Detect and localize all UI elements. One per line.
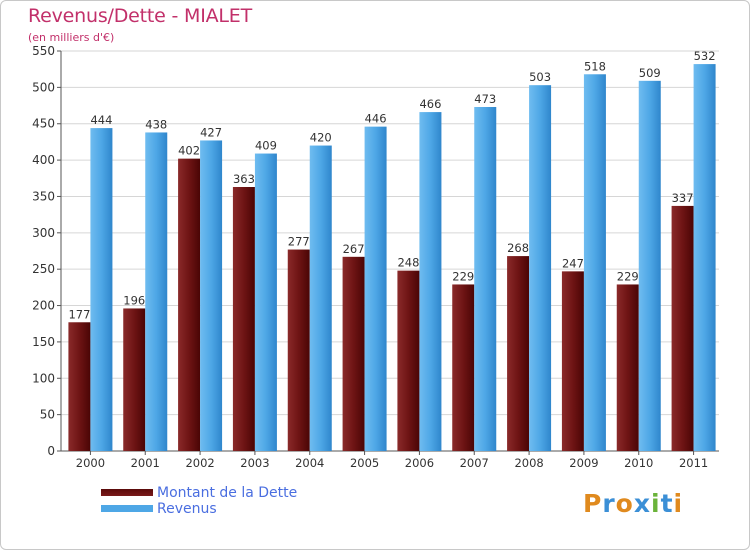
x-tick-label: 2010 <box>624 456 653 470</box>
y-tick-label: 350 <box>32 189 55 203</box>
data-label-revenus: 503 <box>529 70 551 84</box>
data-label-revenus: 466 <box>419 97 441 111</box>
bar-dette <box>561 271 584 451</box>
data-label-dette: 247 <box>562 256 584 270</box>
bar-dette <box>342 256 365 451</box>
y-tick-label: 50 <box>40 408 55 422</box>
bar-revenus <box>200 140 223 452</box>
bar-dette <box>123 308 146 451</box>
data-label-dette: 248 <box>397 256 419 270</box>
y-tick-label: 150 <box>32 335 55 349</box>
y-tick-label: 450 <box>32 117 55 131</box>
legend-swatch-revenus <box>101 505 153 512</box>
data-label-dette: 267 <box>343 242 365 256</box>
x-tick-label: 2000 <box>76 456 105 470</box>
chart-subtitle: (en milliers d'€) <box>28 31 115 44</box>
x-tick-label: 2008 <box>514 456 543 470</box>
bar-revenus <box>364 126 387 452</box>
bar-dette <box>616 284 639 451</box>
proxiti-logo: Proxiti <box>583 489 684 518</box>
data-label-dette: 229 <box>452 269 474 283</box>
bar-revenus <box>474 107 497 451</box>
chart-title: Revenus/Dette - MIALET <box>28 5 252 27</box>
data-label-revenus: 518 <box>584 59 606 73</box>
y-tick-label: 250 <box>32 262 55 276</box>
bar-dette <box>452 284 475 451</box>
bar-dette <box>287 249 310 451</box>
y-tick-label: 100 <box>32 371 55 385</box>
bar-chart: 0 50 100 150 200 250 300 350 400 450 500 550 177 444 2… <box>32 44 719 470</box>
data-label-revenus: 444 <box>90 113 112 127</box>
bar-revenus <box>693 64 716 451</box>
data-label-revenus: 532 <box>694 49 716 63</box>
bar-dette <box>671 205 694 451</box>
data-label-dette: 196 <box>123 293 145 307</box>
x-tick-label: 2005 <box>350 456 379 470</box>
x-tick-label: 2002 <box>185 456 214 470</box>
bar-revenus <box>254 153 277 451</box>
bar-dette <box>507 256 530 451</box>
y-tick-label: 550 <box>32 44 55 58</box>
bar-revenus <box>309 145 332 451</box>
plot-area <box>61 51 719 451</box>
bar-dette <box>232 187 255 451</box>
bar-revenus <box>90 128 113 451</box>
data-label-dette: 277 <box>288 235 310 249</box>
data-label-dette: 363 <box>233 172 255 186</box>
data-label-revenus: 409 <box>255 139 277 153</box>
x-tick-label: 2011 <box>679 456 708 470</box>
x-tick-label: 2006 <box>405 456 434 470</box>
data-label-dette: 268 <box>507 241 529 255</box>
legend-swatch-dette <box>101 489 153 496</box>
data-label-revenus: 473 <box>474 92 496 106</box>
bar-revenus <box>529 85 552 451</box>
data-label-revenus: 420 <box>310 131 332 145</box>
y-tick-label: 0 <box>47 444 55 458</box>
x-tick-label: 2001 <box>131 456 160 470</box>
x-tick-label: 2007 <box>460 456 489 470</box>
y-tick-label: 500 <box>32 80 55 94</box>
data-label-dette: 402 <box>178 144 200 158</box>
data-label-revenus: 438 <box>145 117 167 131</box>
bar-revenus <box>638 80 661 452</box>
legend-label-revenus: Revenus <box>157 501 217 517</box>
x-tick-label: 2004 <box>295 456 324 470</box>
bar-revenus <box>419 112 442 451</box>
y-tick-label: 200 <box>32 299 55 313</box>
data-label-dette: 229 <box>617 269 639 283</box>
data-label-dette: 337 <box>672 191 694 205</box>
legend-label-dette: Montant de la Dette <box>157 485 298 501</box>
bar-dette <box>68 322 91 451</box>
bar-revenus <box>145 132 168 452</box>
y-tick-label: 400 <box>32 153 55 167</box>
data-label-dette: 177 <box>68 307 90 321</box>
bar-dette <box>178 158 201 452</box>
y-tick-label: 300 <box>32 226 55 240</box>
bar-dette <box>397 270 420 451</box>
data-label-revenus: 446 <box>365 112 387 126</box>
bar-revenus <box>583 74 606 451</box>
data-label-revenus: 509 <box>639 66 661 80</box>
x-tick-label: 2009 <box>569 456 598 470</box>
x-tick-label: 2003 <box>240 456 269 470</box>
data-label-revenus: 427 <box>200 125 222 139</box>
